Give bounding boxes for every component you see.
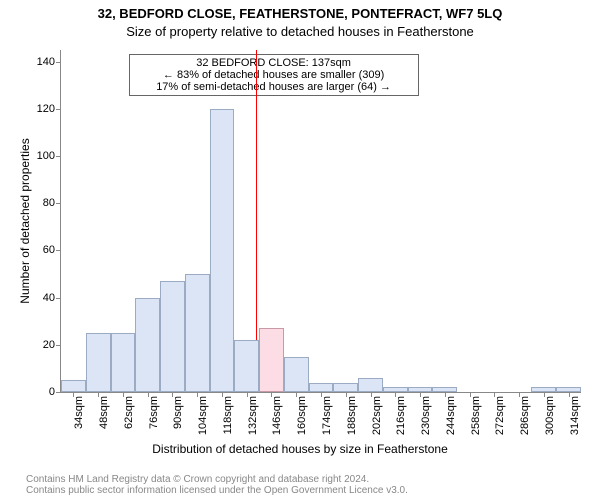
xtick-label: 202sqm — [371, 396, 383, 435]
xtick-label: 76sqm — [148, 396, 160, 429]
histogram-bar-highlight — [259, 328, 284, 392]
histogram-plot-area: 32 BEDFORD CLOSE: 137sqm← 83% of detache… — [60, 50, 581, 393]
chart-title-main: 32, BEDFORD CLOSE, FEATHERSTONE, PONTEFR… — [0, 6, 600, 21]
ytick-label: 80 — [43, 197, 61, 209]
xtick-label: 188sqm — [346, 396, 358, 435]
xtick-label: 118sqm — [222, 396, 234, 434]
footer-line: Contains HM Land Registry data © Crown c… — [0, 474, 600, 485]
histogram-bar — [160, 281, 185, 392]
ytick-label: 140 — [37, 56, 61, 68]
xtick-label: 146sqm — [271, 396, 283, 435]
annotation-callout: 32 BEDFORD CLOSE: 137sqm← 83% of detache… — [129, 54, 419, 96]
xtick-label: 244sqm — [445, 396, 457, 435]
histogram-bar — [531, 387, 556, 392]
xtick-label: 104sqm — [197, 396, 209, 435]
xtick-label: 272sqm — [494, 396, 506, 435]
x-axis-title: Distribution of detached houses by size … — [0, 442, 600, 456]
xtick-label: 258sqm — [470, 396, 482, 435]
ytick-label: 60 — [43, 244, 61, 256]
ytick-label: 100 — [37, 150, 61, 162]
annotation-line: ← 83% of detached houses are smaller (30… — [132, 69, 416, 81]
xtick-label: 160sqm — [296, 396, 308, 435]
y-axis-title: Number of detached properties — [18, 138, 32, 303]
histogram-bar — [135, 298, 160, 392]
xtick-label: 34sqm — [73, 396, 85, 429]
histogram-bar — [358, 378, 383, 392]
ytick-label: 120 — [37, 103, 61, 115]
ytick-label: 0 — [49, 386, 61, 398]
xtick-label: 48sqm — [98, 396, 110, 429]
histogram-bar — [333, 383, 358, 392]
xtick-label: 300sqm — [544, 396, 556, 435]
ytick-label: 20 — [43, 339, 61, 351]
histogram-bar — [432, 387, 457, 392]
xtick-label: 286sqm — [519, 396, 531, 435]
xtick-label: 132sqm — [247, 396, 259, 435]
histogram-bar — [86, 333, 111, 392]
xtick-label: 174sqm — [321, 396, 333, 435]
histogram-bar — [408, 387, 433, 392]
histogram-bar — [383, 387, 408, 392]
histogram-bar — [556, 387, 581, 392]
xtick-label: 230sqm — [420, 396, 432, 435]
histogram-bar — [111, 333, 136, 392]
histogram-bar — [61, 380, 86, 392]
xtick-label: 90sqm — [172, 396, 184, 429]
histogram-bar — [185, 274, 210, 392]
xtick-label: 216sqm — [395, 396, 407, 435]
histogram-bar — [309, 383, 334, 392]
footer-line: Contains public sector information licen… — [0, 485, 600, 496]
ytick-label: 40 — [43, 292, 61, 304]
annotation-line: 17% of semi-detached houses are larger (… — [132, 81, 416, 93]
xtick-label: 62sqm — [123, 396, 135, 429]
histogram-bar — [210, 109, 235, 392]
histogram-bar — [234, 340, 259, 392]
chart-title-sub: Size of property relative to detached ho… — [0, 24, 600, 39]
xtick-label: 314sqm — [569, 396, 581, 435]
histogram-bar — [284, 357, 309, 392]
annotation-line: 32 BEDFORD CLOSE: 137sqm — [132, 57, 416, 69]
attribution-footer: Contains HM Land Registry data © Crown c… — [0, 474, 600, 496]
